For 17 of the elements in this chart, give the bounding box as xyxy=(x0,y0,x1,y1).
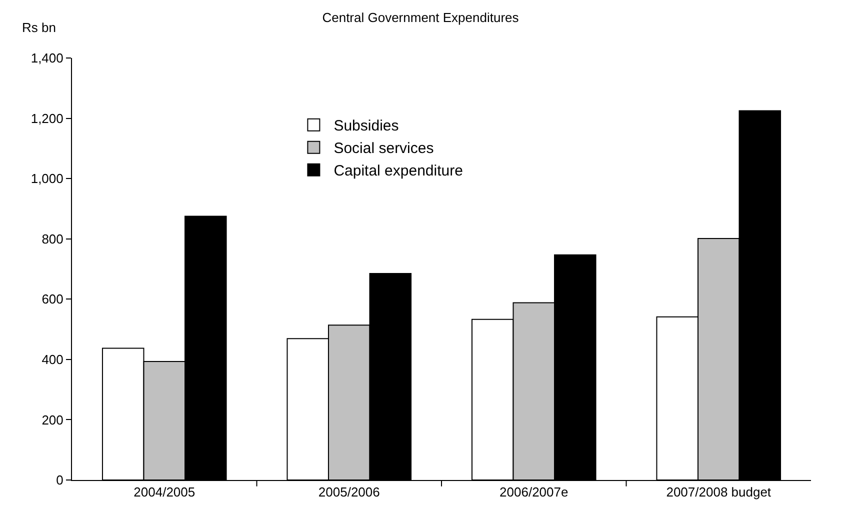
x-tick-label: 2006/2007e xyxy=(500,484,568,500)
legend-label: Capital expenditure xyxy=(334,162,463,180)
y-tick-label: 600 xyxy=(42,292,64,307)
x-tick-label: 2007/2008 budget xyxy=(666,484,772,500)
y-tick-label: 200 xyxy=(42,412,64,428)
legend-label: Subsidies xyxy=(334,118,399,135)
chart-title: Central Government Expenditures xyxy=(322,10,520,26)
y-tick-label: 800 xyxy=(42,231,64,246)
x-tick-label: 2005/2006 xyxy=(318,484,380,500)
x-tick-label: 2004/2005 xyxy=(134,484,196,500)
y-tick-label: 400 xyxy=(42,352,64,367)
legend-label: Social services xyxy=(334,140,434,158)
y-tick-label: 1,000 xyxy=(30,171,64,186)
y-tick-label: 0 xyxy=(56,472,64,488)
y-tick-label: 1,200 xyxy=(30,110,64,126)
y-axis-title: Rs bn xyxy=(22,20,56,35)
y-tick-label: 1,400 xyxy=(30,50,64,66)
